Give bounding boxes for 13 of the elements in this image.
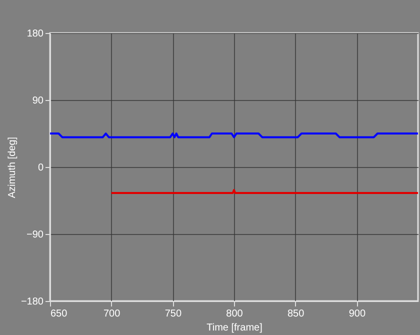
y-axis-title: Azimuth [deg] [6,136,18,198]
y-tick-label: 0 [38,162,44,174]
x-axis-title: Time [frame] [206,322,263,334]
x-tick-label: 800 [226,308,244,320]
x-tick-label: 650 [50,308,68,320]
y-tick-label: 180 [26,28,44,40]
y-tick-label: −90 [26,230,44,240]
x-tick-label: 850 [287,308,305,320]
y-tick-label: 90 [32,96,44,106]
x-tick-label: 750 [164,308,182,320]
x-tick-label: 900 [348,308,366,320]
y-tick-label: −180 [20,296,44,308]
x-tick-label: 700 [103,308,121,320]
